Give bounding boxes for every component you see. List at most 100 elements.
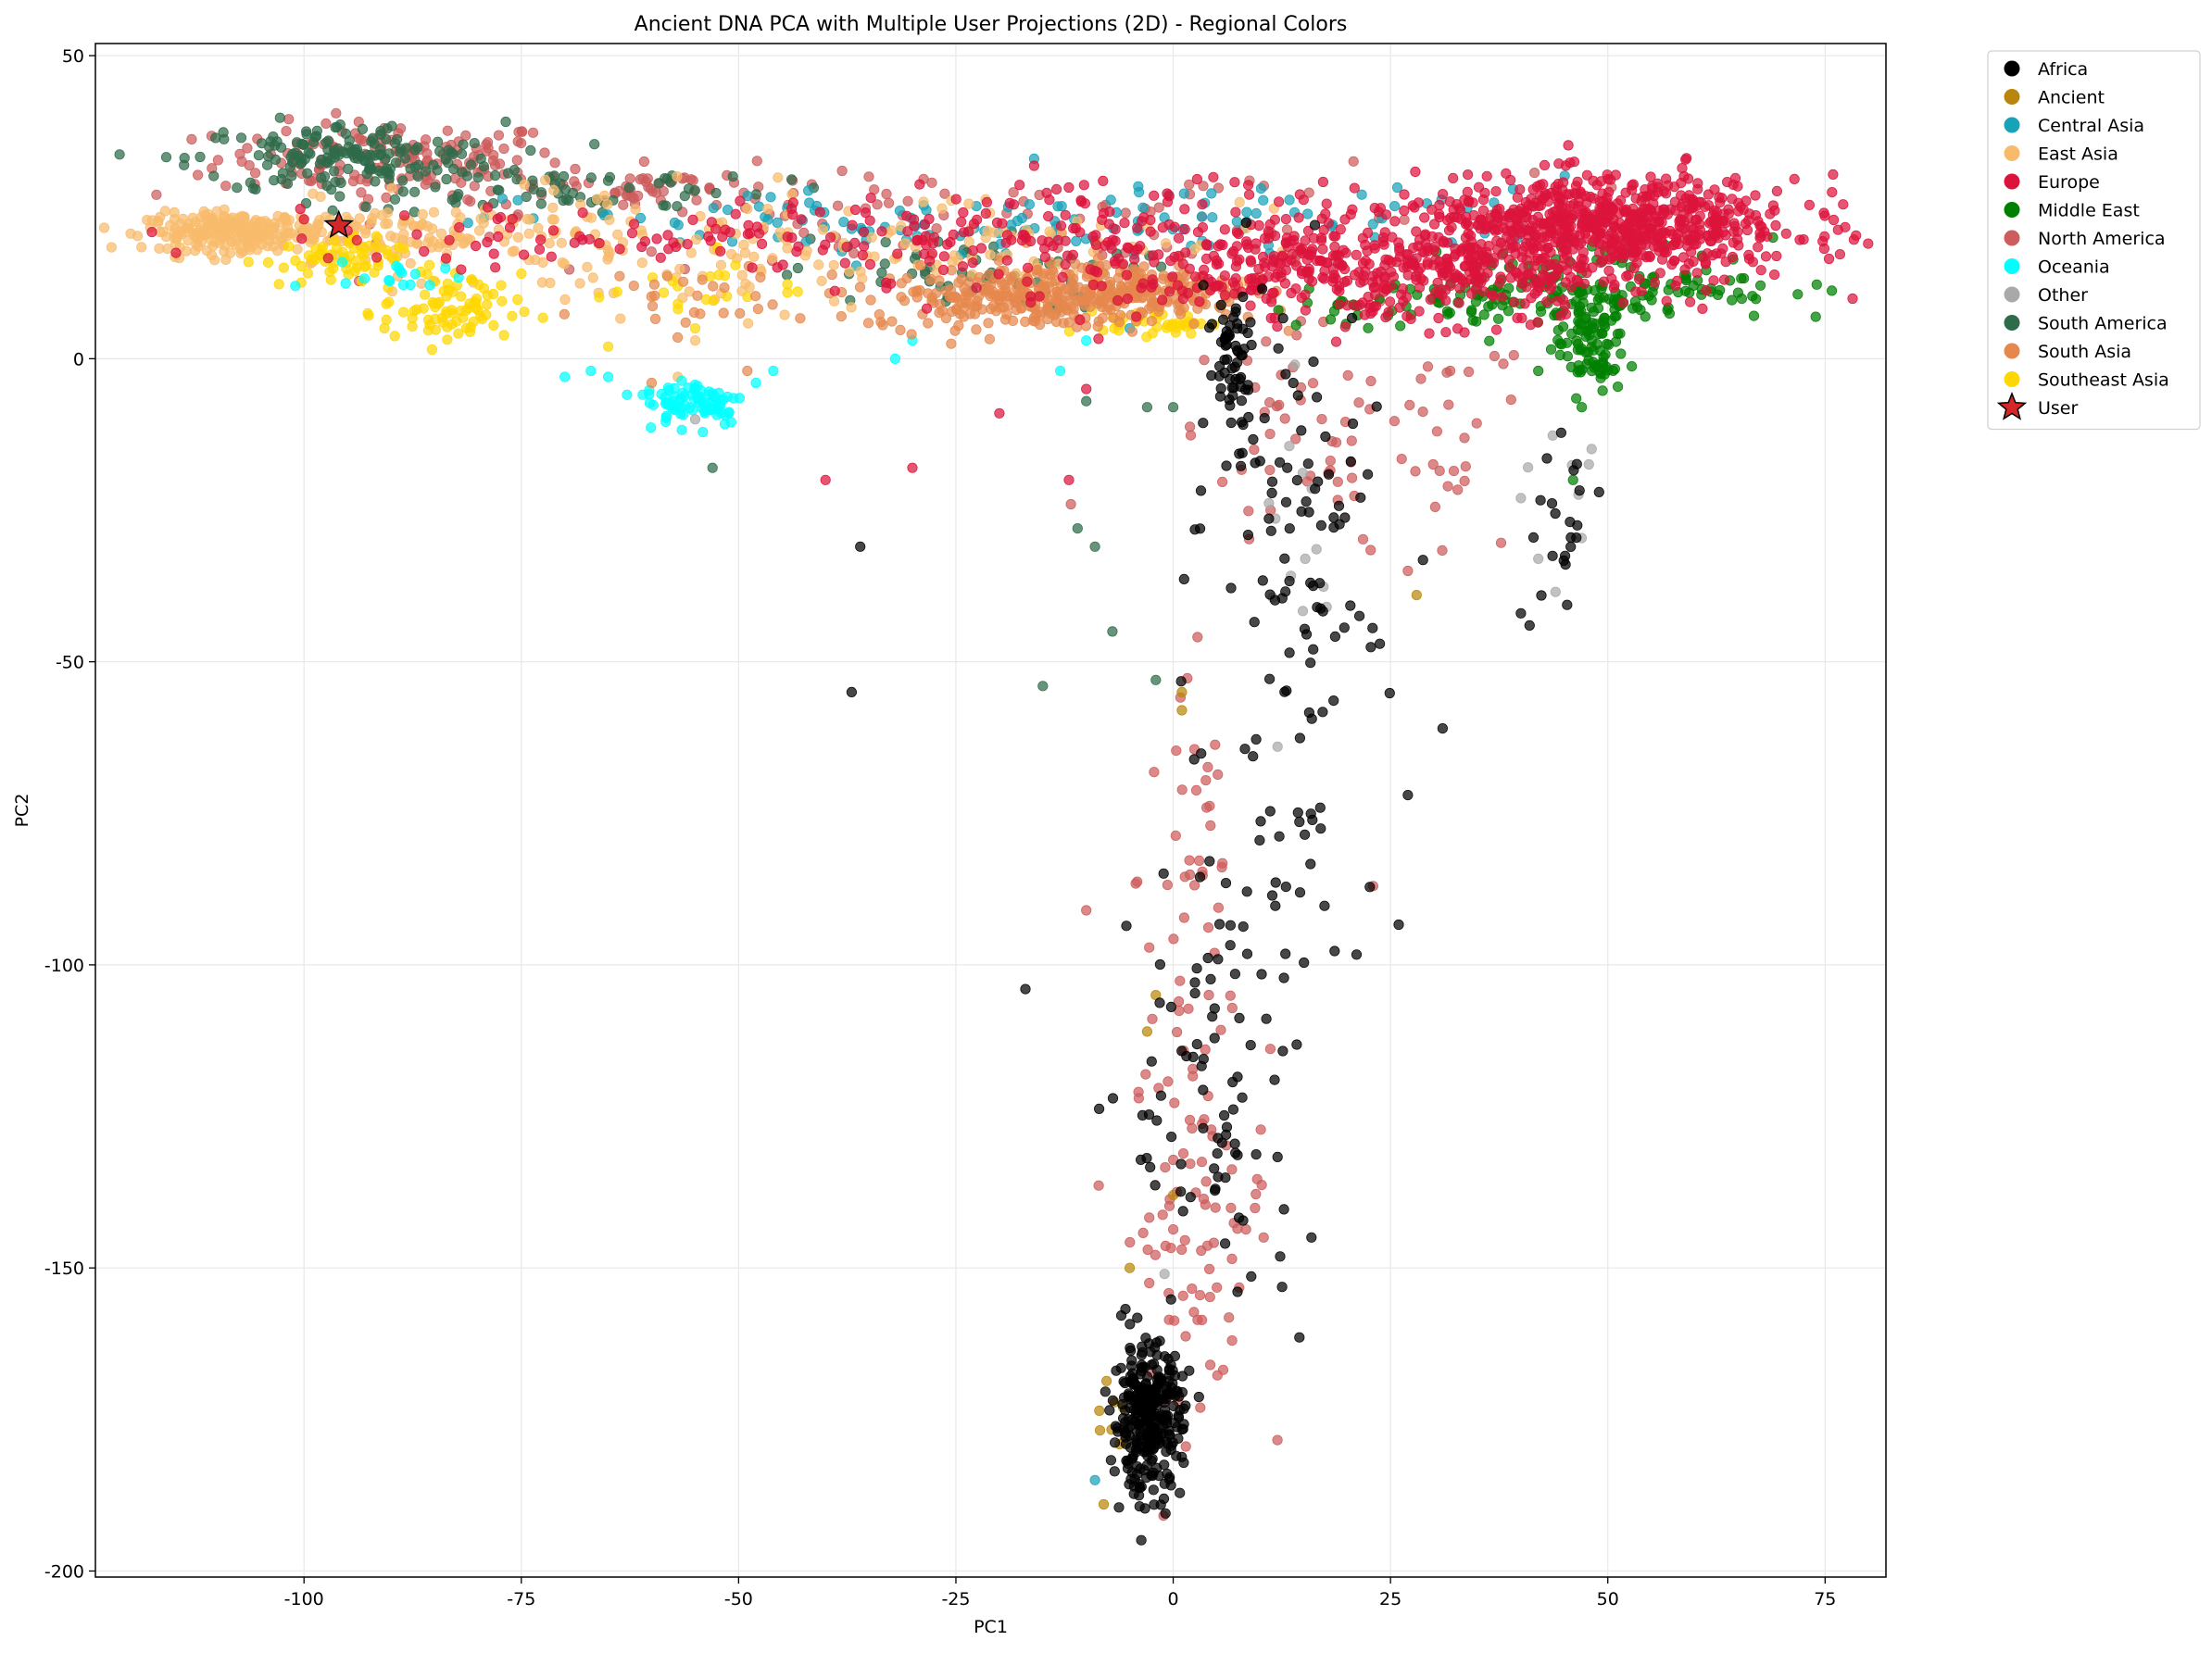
point-europe [507, 213, 518, 225]
point-south-america [247, 182, 258, 194]
point-europe [1595, 257, 1606, 269]
point-south-america [263, 151, 274, 162]
point-southeast-asia [512, 294, 523, 306]
point-europe [1081, 383, 1092, 394]
point-south-america [370, 176, 381, 187]
point-europe [1479, 224, 1490, 235]
point-south-america [475, 153, 486, 165]
point-north-america [646, 246, 657, 257]
point-europe [1727, 194, 1738, 205]
point-southeast-asia [1170, 327, 1181, 338]
point-east-asia [136, 242, 147, 253]
point-africa [1229, 1138, 1240, 1149]
point-africa [1141, 1153, 1152, 1164]
point-south-america [309, 131, 320, 143]
legend-marker [2004, 173, 2020, 190]
legend-item-user: User [1996, 391, 2078, 420]
point-africa [1270, 900, 1281, 911]
point-north-america [212, 155, 223, 166]
point-middle-east [1598, 292, 1609, 303]
point-europe [546, 251, 557, 262]
point-south-asia [1093, 253, 1104, 264]
point-africa [1347, 418, 1359, 430]
point-south-america [786, 174, 798, 185]
point-africa [1294, 1332, 1305, 1343]
point-southeast-asia [708, 295, 719, 307]
point-africa [1269, 1074, 1280, 1085]
point-africa [1189, 977, 1200, 988]
point-south-america [472, 172, 484, 183]
point-europe [1769, 205, 1780, 216]
point-europe [1476, 215, 1487, 226]
point-europe [1490, 324, 1502, 335]
point-europe [495, 212, 507, 223]
x-tick-label: -50 [724, 1589, 753, 1609]
point-europe [1410, 166, 1421, 178]
point-south-asia [983, 318, 994, 329]
point-middle-east [1632, 302, 1643, 313]
legend-label: Central Asia [2038, 116, 2144, 136]
point-africa [1251, 733, 1262, 745]
point-other [1311, 544, 1322, 555]
point-north-america [1142, 1244, 1153, 1256]
point-south-america [750, 189, 762, 200]
point-africa [1261, 1013, 1272, 1024]
point-africa [1275, 457, 1286, 468]
point-central-asia [1006, 219, 1017, 231]
point-africa [1568, 465, 1579, 476]
point-east-asia [233, 222, 244, 233]
point-europe [1720, 230, 1731, 241]
legend-label: Africa [2038, 59, 2088, 80]
point-europe [777, 259, 788, 270]
point-north-america [1185, 1114, 1196, 1126]
point-africa [1384, 687, 1395, 699]
point-europe [1292, 242, 1303, 253]
point-south-america [321, 152, 333, 163]
point-africa [1198, 1122, 1209, 1133]
point-africa [1150, 1180, 1161, 1191]
point-north-america [1264, 1044, 1276, 1055]
point-africa [1565, 541, 1577, 553]
point-europe [1617, 297, 1628, 308]
point-europe [1219, 270, 1230, 282]
point-europe [1527, 215, 1539, 226]
point-north-america [1250, 1202, 1261, 1214]
point-europe [1459, 260, 1470, 272]
point-central-asia [1391, 182, 1403, 194]
point-africa [1254, 834, 1265, 846]
point-south-america [879, 258, 890, 269]
point-south-asia [1063, 317, 1075, 328]
point-europe [1780, 228, 1791, 239]
point-south-america [376, 168, 387, 179]
point-africa [1125, 1360, 1137, 1371]
point-middle-east [1600, 321, 1611, 332]
point-middle-east [1747, 291, 1758, 302]
point-africa [1305, 858, 1316, 870]
point-south-america [672, 201, 683, 212]
point-europe [847, 219, 858, 231]
point-north-america [1213, 182, 1225, 194]
point-southeast-asia [464, 298, 475, 309]
point-south-asia [958, 311, 970, 322]
point-east-asia [782, 243, 793, 254]
point-europe [1131, 311, 1142, 322]
point-east-asia [422, 237, 434, 248]
point-europe [1251, 238, 1262, 249]
point-europe [1132, 222, 1143, 233]
point-central-asia [669, 217, 681, 229]
point-southeast-asia [426, 344, 437, 356]
point-south-america [286, 170, 297, 182]
point-africa [1562, 599, 1573, 610]
point-africa [1154, 997, 1165, 1008]
point-africa [1355, 492, 1366, 503]
point-north-america [1399, 214, 1410, 225]
point-southeast-asia [381, 244, 392, 256]
point-south-asia [998, 302, 1009, 313]
point-north-america [1199, 1114, 1210, 1125]
point-europe [482, 236, 493, 248]
point-southeast-asia [295, 260, 307, 272]
point-europe [1824, 253, 1835, 265]
point-africa [1225, 940, 1236, 951]
point-africa [1143, 1109, 1155, 1121]
point-europe [860, 207, 872, 219]
